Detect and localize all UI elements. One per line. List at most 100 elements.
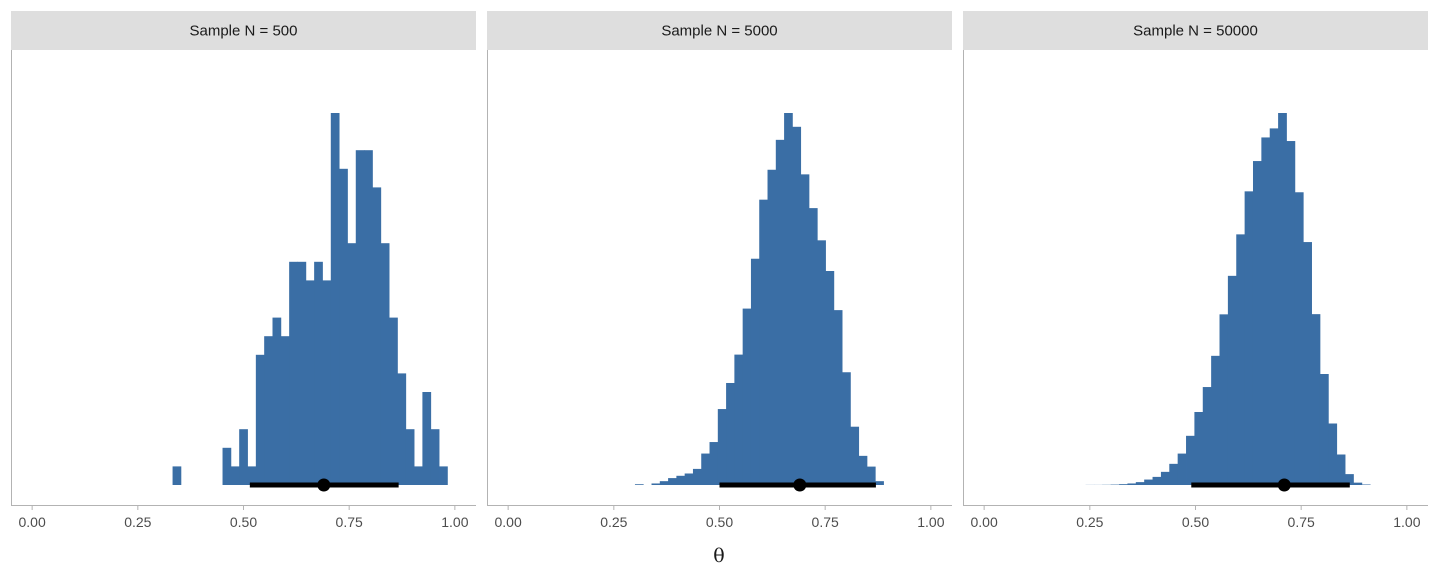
histogram-bar	[1135, 482, 1145, 485]
histogram-bar	[272, 317, 282, 485]
histogram-bar	[1202, 387, 1212, 485]
histogram-bar	[800, 174, 810, 485]
histogram-bar	[742, 308, 752, 485]
histogram-bar	[833, 310, 843, 485]
histogram-bar	[726, 382, 735, 485]
histogram-bar	[222, 447, 232, 485]
facet-panel: Sample N = 500 0.00 0.25 0.50 0.75 1.00	[11, 11, 476, 530]
facet-panel: Sample N = 5000 0.00 0.25 0.50 0.75 1.00	[487, 11, 952, 530]
histogram-bar	[380, 243, 390, 485]
x-tick-label: 0.75	[336, 514, 363, 530]
histogram-bar	[1244, 191, 1254, 485]
histogram-bar	[759, 199, 768, 485]
histogram-bar	[701, 453, 710, 485]
histogram-bar	[1269, 128, 1279, 485]
x-tick-label: 0.00	[495, 514, 522, 530]
point-estimate	[1277, 478, 1291, 492]
histogram-bar	[414, 466, 423, 485]
histogram-bar	[659, 481, 669, 485]
facet-strip	[963, 11, 1428, 50]
x-tick-label: 0.25	[124, 514, 151, 530]
histogram-bar	[314, 261, 323, 485]
histogram-bar	[264, 336, 273, 485]
histogram-bar	[850, 426, 860, 485]
x-tick-label: 0.50	[230, 514, 257, 530]
histogram-bar	[1294, 192, 1304, 485]
histogram-bar	[1127, 483, 1137, 485]
histogram-bar	[709, 442, 719, 485]
histogram-bar	[405, 429, 415, 485]
facet-strip-label: Sample N = 50000	[1133, 23, 1258, 40]
histogram-bar	[1286, 141, 1296, 485]
histogram-bar	[330, 113, 340, 485]
histogram-bar	[1303, 242, 1312, 485]
histogram-bar	[692, 468, 702, 485]
histogram-bar	[430, 429, 440, 485]
histogram-bar	[364, 150, 373, 485]
x-tick-label: 1.00	[441, 514, 468, 530]
histogram-bar	[651, 483, 661, 485]
histogram-bar	[1336, 454, 1346, 485]
histogram-bar	[355, 150, 365, 485]
histogram-bar	[1119, 484, 1128, 485]
histogram-bar	[684, 473, 694, 485]
facet-panel: Sample N = 50000 0.00 0.25 0.50 0.75 1.00	[963, 11, 1428, 530]
x-tick-label: 0.25	[1076, 514, 1103, 530]
histogram-bar	[817, 240, 826, 485]
facet-strip	[487, 11, 952, 50]
x-tick-label: 0.50	[706, 514, 733, 530]
histogram-bar	[858, 455, 868, 485]
point-estimate	[317, 478, 331, 492]
histogram-bar	[750, 258, 760, 485]
facet-strip-label: Sample N = 5000	[661, 23, 777, 40]
histogram-bar	[784, 113, 793, 485]
histogram-bar	[775, 139, 785, 485]
histogram-bar	[322, 280, 332, 485]
x-tick-label: 0.00	[971, 514, 998, 530]
histogram-bar	[676, 475, 686, 485]
histogram-bar	[1311, 314, 1321, 485]
histogram-bar	[1261, 137, 1271, 486]
histogram-bar	[1160, 471, 1170, 485]
histogram-bar	[297, 261, 307, 485]
histogram-bar	[280, 336, 290, 485]
histogram-bar	[247, 466, 257, 485]
histogram-bar	[230, 466, 240, 485]
histogram-bar	[1319, 374, 1329, 485]
histogram-bar	[1252, 161, 1262, 486]
histogram-bar	[808, 208, 818, 485]
histogram-bar	[1353, 482, 1363, 485]
x-axis-label: θ	[713, 545, 724, 567]
histogram-bar	[1144, 479, 1153, 485]
histogram-bar	[347, 243, 357, 485]
histogram-bar	[397, 373, 407, 485]
x-tick-label: 0.25	[600, 514, 627, 530]
histogram-bar	[389, 317, 398, 485]
x-tick-label: 1.00	[1393, 514, 1420, 530]
histogram-bar	[1278, 113, 1287, 485]
histogram-bar	[842, 372, 851, 485]
histogram-bar	[305, 280, 315, 485]
histogram-bar	[1211, 355, 1220, 485]
facet-strip-label: Sample N = 500	[190, 23, 298, 40]
x-tick-label: 0.75	[812, 514, 839, 530]
x-tick-label: 1.00	[917, 514, 944, 530]
histogram-bar	[1177, 453, 1187, 485]
x-tick-label: 0.00	[19, 514, 46, 530]
histogram-bar	[866, 466, 876, 485]
histogram-bar	[172, 466, 182, 485]
histogram-bar	[717, 409, 727, 485]
histogram-bar	[239, 429, 248, 485]
histogram-bar	[1186, 435, 1195, 485]
histogram-bar	[1194, 411, 1204, 485]
histogram-bar	[734, 354, 744, 485]
histogram-bar	[1361, 484, 1371, 485]
histogram-bar	[1328, 423, 1338, 485]
histogram-bar	[1152, 476, 1162, 485]
histogram-bar	[1169, 463, 1179, 485]
histogram-bar	[668, 478, 677, 485]
histogram-bar	[422, 392, 432, 485]
histogram-bar	[1227, 275, 1237, 485]
point-estimate	[793, 478, 807, 492]
